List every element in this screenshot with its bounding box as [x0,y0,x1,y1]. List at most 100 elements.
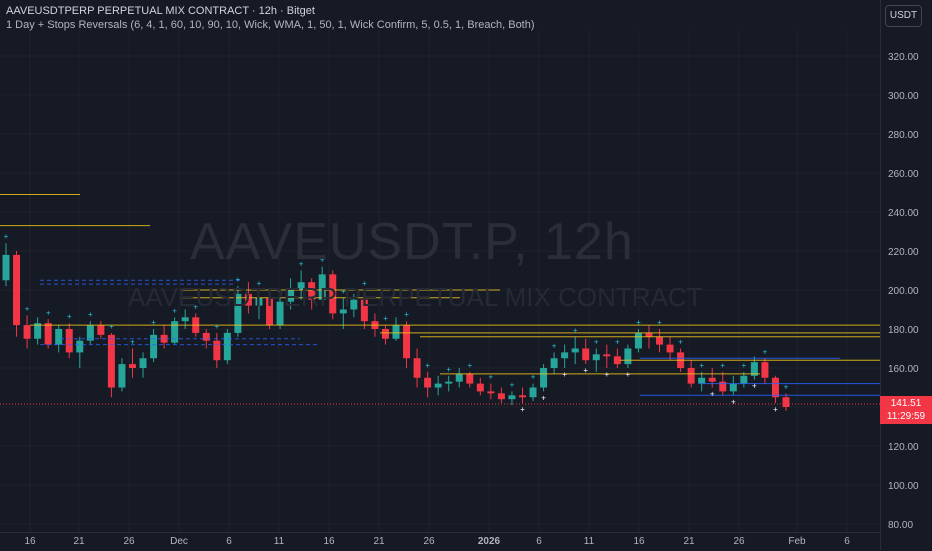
stop-dot-above: + [678,338,683,347]
stop-dot-above: + [299,260,304,269]
candle-body [55,329,63,345]
candle-body [339,309,347,314]
candle-body [497,393,505,400]
candle-body [266,297,274,326]
candle-body [107,334,115,388]
price-tick-label: 80.00 [888,520,913,531]
stop-dot-above: + [489,373,494,382]
candle-body [771,377,779,398]
time-tick-label: 21 [73,536,85,547]
stop-dot-above: + [763,347,768,356]
candle-body [171,321,179,343]
candle-body [561,352,569,359]
stop-dot-below: + [731,397,736,406]
stop-dot-above: + [214,322,219,331]
candle-body [687,368,695,384]
stop-dot-above: + [25,304,30,313]
stop-dot-above: + [151,318,156,327]
candle-body [381,329,389,339]
last-price-label: 141.51 11:29:59 [880,396,932,424]
candle-body [603,354,611,357]
time-tick-label: 21 [373,536,385,547]
time-tick-label: 21 [683,536,695,547]
symbol-watermark: AAVEUSDT.P, 12h [190,213,634,271]
candle-body [255,297,263,306]
price-tick-label: 320.00 [888,52,919,63]
candle-body [476,383,484,392]
price-axis[interactable] [880,0,932,550]
time-tick-label: 26 [423,536,435,547]
stop-dot-above: + [425,361,430,370]
stop-dot-above: + [130,338,135,347]
candle-body [392,325,400,339]
candle-body [34,323,42,339]
time-tick-label: 16 [24,536,36,547]
candle-body [750,362,758,376]
candle-body [656,336,664,345]
price-tick-label: 200.00 [888,286,919,297]
stop-dot-above: + [784,382,789,391]
stop-dot-above: + [236,275,241,284]
candle-body [297,282,305,290]
candle-body [698,377,706,384]
stop-dot-below: + [626,370,631,379]
stop-dot-above: + [4,232,9,241]
price-tick-label: 300.00 [888,91,919,102]
candle-body [13,254,21,326]
candle-body [160,334,168,343]
time-tick-label: 16 [633,536,645,547]
indicator-title[interactable]: 1 Day + Stops Reversals (6, 4, 1, 60, 10… [6,19,535,31]
candle-body [666,344,674,353]
stop-dot-above: + [531,373,536,382]
candle-body [592,354,600,361]
candle-body [118,364,126,388]
candle-body [150,334,158,359]
candle-body [529,387,537,398]
stop-dot-below: + [520,405,525,414]
candle-body [740,375,748,384]
candle-body [2,254,10,281]
description-watermark: AAVEUSDTPERP PERPETUAL MIX CONTRACT [128,282,703,312]
time-tick-label: 6 [844,536,850,547]
time-tick-label: 6 [536,536,542,547]
stop-dot-above: + [636,318,641,327]
candle-body [23,325,31,339]
stop-dot-above: + [699,361,704,370]
time-tick-label: 26 [733,536,745,547]
price-tick-label: 280.00 [888,130,919,141]
stop-dot-above: + [510,380,515,389]
candle-body [86,325,94,341]
candle-body [487,391,495,394]
stop-dot-above: + [67,312,72,321]
currency-button[interactable]: USDT [885,5,922,27]
stop-dot-below: + [583,366,588,375]
candle-body [403,325,411,359]
stop-dot-above: + [446,365,451,374]
candle-body [424,377,432,388]
candle-body [350,299,358,310]
stop-dot-below: + [773,405,778,414]
candle-body [413,358,421,378]
price-tick-label: 220.00 [888,247,919,258]
price-tick-label: 120.00 [888,442,919,453]
time-tick-label: 11 [584,536,595,547]
candle-body [582,348,590,361]
stop-dot-above: + [383,314,388,323]
stop-dot-above: + [404,310,409,319]
candle-body [128,364,136,368]
candle-body [761,362,769,378]
stop-dot-above: + [657,318,662,327]
stop-dot-below: + [604,370,609,379]
candle-body [645,332,653,337]
time-axis[interactable] [0,532,880,551]
candle-body [97,325,105,335]
stop-dot-below: + [752,382,757,391]
candle-body [76,340,84,353]
candle-body [223,332,231,361]
candle-body [729,383,737,392]
stop-dot-above: + [88,310,93,319]
stop-dot-above: + [257,279,262,288]
price-tick-label: 180.00 [888,325,919,336]
symbol-title[interactable]: AAVEUSDTPERP PERPETUAL MIX CONTRACT · 12… [6,5,315,17]
